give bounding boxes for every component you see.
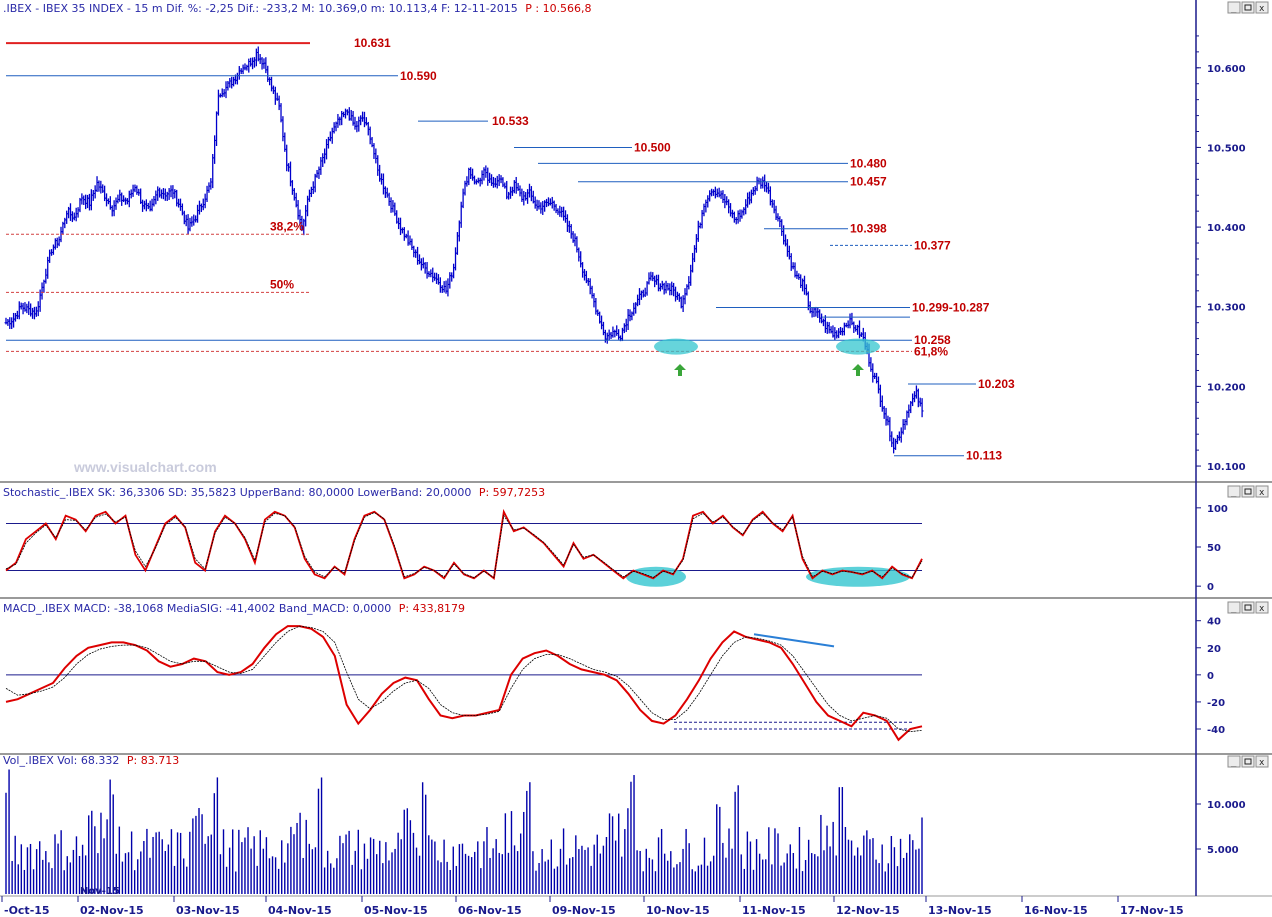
maximize-button[interactable] [1241,1,1255,14]
volume-window-controls: _ x [1227,755,1269,768]
volume-layer [5,769,923,894]
macd-panel-title: MACD_.IBEX MACD: -38,1068 MediaSIG: -41,… [3,602,465,615]
date-axis-label: 12-Nov-15 [836,904,900,917]
date-axis-label: 03-Nov-15 [176,904,240,917]
maximize-button[interactable] [1241,601,1255,614]
stochastic-window-controls: _ x [1227,485,1269,498]
stochastic-axis-label: 50 [1207,543,1221,554]
price-axis-label: 10.200 [1207,382,1246,393]
close-icon: x [1259,4,1265,14]
volume-axis-label: 5.000 [1207,845,1239,856]
level-label: 61,8% [914,344,948,358]
price-window-controls: _ x [1227,1,1269,14]
up-arrow-icon [674,364,686,376]
close-button[interactable] [1255,755,1269,768]
watermark: www.visualchart.com [73,459,217,475]
price-axis-label: 10.300 [1207,303,1246,314]
close-button[interactable] [1255,485,1269,498]
fib-label: 38,2% [270,219,304,233]
date-axis-label: 04-Nov-15 [268,904,332,917]
price-panel [0,0,1196,480]
stochastic-highlight [806,566,910,587]
minimize-icon: _ [1231,604,1237,614]
macd-signal-line [5,625,923,733]
price-axis-label: 10.100 [1207,462,1246,473]
macd-panel [0,600,1196,752]
date-axis-label: 17-Nov-15 [1120,904,1184,917]
level-label: 10.480 [850,156,887,170]
date-axis-label: 10-Nov-15 [646,904,710,917]
minimize-button[interactable] [1227,1,1241,14]
price-layer [4,46,924,454]
axis-layer: 10.600 10.500 10.400 10.300 10.200 10.100 100 5… [1,35,1246,917]
maximize-button[interactable] [1241,755,1255,768]
price-axis-label: 10.400 [1207,223,1246,234]
minimize-button[interactable] [1227,755,1241,768]
minimize-button[interactable] [1227,601,1241,614]
fib-label: 50% [270,277,294,291]
up-arrow-icon [852,364,864,376]
macd-axis-label: -40 [1207,725,1225,736]
macd-axis-label: 0 [1207,671,1214,682]
date-axis-label: 06-Nov-15 [458,904,522,917]
date-axis-label: 09-Nov-15 [552,904,616,917]
date-axis-label: 11-Nov-15 [742,904,806,917]
price-panel-title: .IBEX - IBEX 35 INDEX - 15 m Dif. %: -2,… [3,2,592,15]
level-label: 10.457 [850,175,887,189]
macd-divergence-line [753,633,835,648]
date-axis-label: 13-Nov-15 [928,904,992,917]
level-label: 10.500 [634,140,671,154]
date-axis-label: 02-Nov-15 [80,904,144,917]
date-axis-label: 05-Nov-15 [364,904,428,917]
stochastic-sd-line [5,512,923,579]
minimize-button[interactable] [1227,485,1241,498]
level-label: 10.377 [914,238,951,252]
maximize-icon [1244,758,1252,765]
macd-layer [5,625,923,742]
date-axis-label: 16-Nov-15 [1024,904,1088,917]
maximize-button[interactable] [1241,485,1255,498]
level-label: 10.631 [354,36,391,50]
macd-axis-label: -20 [1207,698,1225,709]
level-label: 10.258 [914,333,951,347]
price-axis-label: 10.500 [1207,143,1246,154]
level-label: 10.398 [850,222,887,236]
cursor-date-label: Nov-15 [80,886,120,897]
volume-axis-label: 10.000 [1207,800,1246,811]
macd-window-controls: _ x [1227,601,1269,614]
support-highlight [836,338,880,355]
macd-axis-label: 20 [1207,644,1221,655]
maximize-icon [1244,488,1252,495]
minimize-icon: _ [1231,4,1237,14]
close-icon: x [1259,488,1265,498]
stochastic-panel [0,484,1196,596]
price-axis-label: 10.600 [1207,64,1246,75]
close-button[interactable] [1255,1,1269,14]
date-axis-label: -Oct-15 [4,904,50,917]
level-label: 10.203 [978,377,1015,391]
minimize-icon: _ [1231,488,1237,498]
macd-axis-label: 40 [1207,617,1221,628]
maximize-icon [1244,4,1252,11]
stochastic-axis-label: 100 [1207,504,1228,515]
stochastic-axis-label: 0 [1207,582,1214,593]
level-label: 10.590 [400,69,437,83]
volume-panel-title: Vol_.IBEX Vol: 68.332 P: 83.713 [3,754,179,767]
close-icon: x [1259,604,1265,614]
level-label: 10.113 [966,449,1002,463]
macd-line [5,625,923,742]
stochastic-panel-title: Stochastic_.IBEX SK: 36,3306 SD: 35,5823… [3,486,545,499]
close-icon: x [1259,758,1265,768]
stochastic-layer [5,508,923,587]
levels-layer: 10.631 10.590 10.533 10.500 10.480 10.457 10.3… [6,36,1015,463]
level-label: 10.533 [492,114,529,128]
volume-panel [0,756,1196,896]
close-button[interactable] [1255,601,1269,614]
level-label: 10.299-10.287 [912,301,990,315]
minimize-icon: _ [1231,758,1237,768]
support-highlight [654,338,698,355]
maximize-icon [1244,604,1252,611]
